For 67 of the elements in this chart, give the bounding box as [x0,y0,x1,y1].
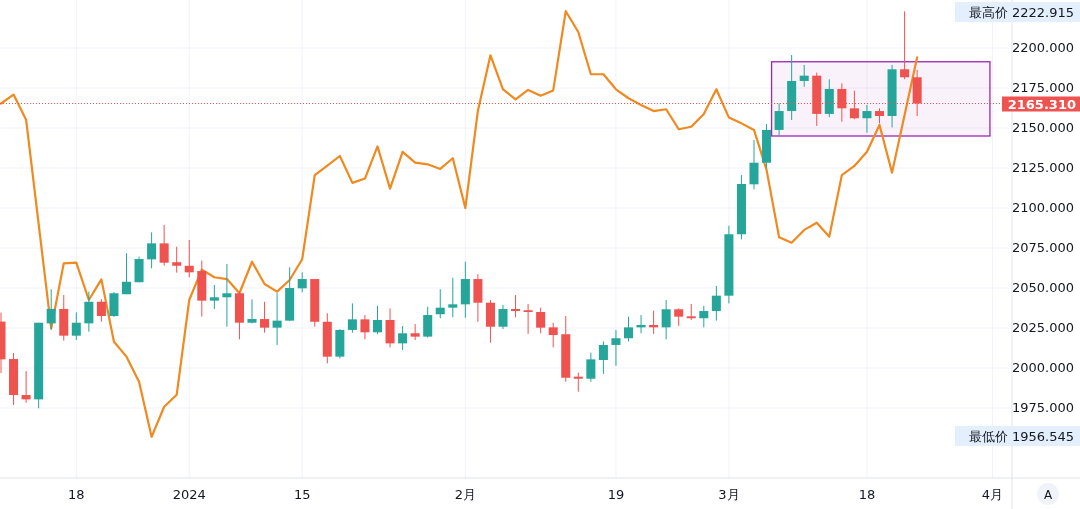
candlestick [21,370,31,404]
candlestick [536,307,546,334]
candlestick [121,252,132,295]
y-tick-label: 2175.000 [1011,80,1074,95]
candlestick [159,224,169,267]
candlestick [448,277,458,318]
y-tick-label: 2050.000 [1011,280,1074,295]
y-tick-label: 2000.000 [1011,360,1074,375]
candlestick [699,305,709,328]
candlestick [398,325,408,351]
candlestick [96,298,106,323]
candlestick [423,306,433,339]
x-tick-label: 2024 [172,487,206,502]
x-tick-label: 18 [858,487,876,502]
candlestick [473,273,483,323]
candlestick [523,303,533,335]
x-tick-label: 2月 [454,487,476,502]
x-tick-label: 18 [68,487,85,502]
candlestick [260,301,270,334]
x-tick-label: 3月 [718,487,740,502]
candlestick [586,352,596,383]
candlestick [774,102,784,136]
y-tick-label: 2025.000 [1011,320,1074,335]
candlestick [623,316,634,342]
candlestick [84,291,94,333]
candlestick [900,10,910,80]
candlestick [184,239,194,278]
candlestick [134,256,144,283]
candlestick [548,322,558,348]
candlestick [598,340,608,375]
candlestick [209,284,219,310]
candlestick [573,372,583,393]
candlestick [611,329,621,367]
candlestick [360,314,370,340]
candlestick [435,288,445,319]
candlestick [172,246,182,274]
candlestick [385,307,395,348]
candlestick [485,299,495,344]
y-tick-label: 2150.000 [1011,120,1074,135]
candlestick [109,291,119,318]
candlestick [347,302,357,334]
candlestick [661,299,671,340]
x-tick-label: 4月 [981,487,1004,502]
candlestick [147,231,157,269]
y-tick-label: 1975.000 [1011,400,1074,415]
candlestick [372,305,383,335]
candlestick [862,104,872,134]
candlestick [498,304,508,330]
candlestick [711,285,721,322]
candlestick [71,311,81,341]
candlestick [297,271,307,293]
ref-line-label: 2165.310 [1007,96,1076,112]
candlestick [511,294,521,318]
candlestick [799,64,809,88]
candlestick [222,263,232,328]
candlestick [749,139,759,190]
annotation: 最高价 2222.915 [968,5,1074,20]
y-tick-label: 2075.000 [1011,240,1074,255]
y-tick-label: 2200.000 [1011,40,1074,55]
x-tick-label: 19 [607,487,625,502]
candlestick [272,292,282,346]
y-tick-label: 2100.000 [1011,200,1074,215]
text: A [1043,488,1053,502]
x-tick-label: 15 [293,487,311,502]
annotation: 最低价 1956.545 [968,429,1074,444]
candlestick [46,288,56,331]
y-tick-label: 2125.000 [1011,160,1074,175]
